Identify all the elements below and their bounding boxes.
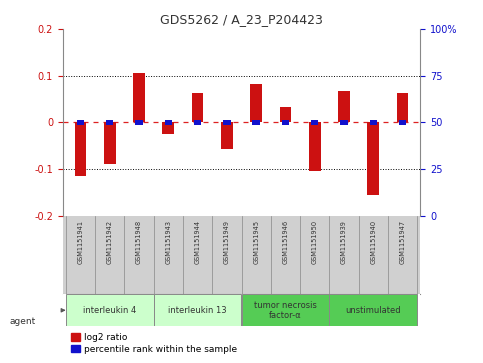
Text: GSM1151944: GSM1151944 xyxy=(195,220,200,264)
Text: GSM1151950: GSM1151950 xyxy=(312,220,318,264)
Title: GDS5262 / A_23_P204423: GDS5262 / A_23_P204423 xyxy=(160,13,323,26)
Bar xyxy=(77,119,84,125)
Bar xyxy=(311,119,318,125)
Text: GSM1151946: GSM1151946 xyxy=(283,220,288,264)
Bar xyxy=(135,119,142,125)
Text: GSM1151943: GSM1151943 xyxy=(165,220,171,264)
Bar xyxy=(250,83,262,122)
Bar xyxy=(165,119,172,125)
Bar xyxy=(223,119,230,125)
Bar xyxy=(282,119,289,125)
Bar xyxy=(369,119,377,125)
Text: interleukin 13: interleukin 13 xyxy=(168,306,227,315)
Bar xyxy=(280,107,291,122)
Bar xyxy=(106,119,114,125)
Bar xyxy=(397,93,409,122)
Bar xyxy=(242,294,329,326)
Text: GSM1151947: GSM1151947 xyxy=(399,220,406,264)
Bar xyxy=(104,122,115,164)
Bar xyxy=(221,122,233,150)
Bar xyxy=(66,294,154,326)
Bar xyxy=(162,122,174,134)
Text: GSM1151940: GSM1151940 xyxy=(370,220,376,264)
Bar xyxy=(338,91,350,122)
Bar xyxy=(399,119,406,125)
Text: GSM1151942: GSM1151942 xyxy=(107,220,113,264)
Text: agent: agent xyxy=(10,317,36,326)
Text: GSM1151948: GSM1151948 xyxy=(136,220,142,264)
Text: tumor necrosis
factor-α: tumor necrosis factor-α xyxy=(254,301,317,320)
Text: GSM1151949: GSM1151949 xyxy=(224,220,230,264)
Bar xyxy=(309,122,321,171)
Bar xyxy=(253,119,260,125)
Bar xyxy=(74,122,86,176)
Bar xyxy=(341,119,348,125)
Text: GSM1151945: GSM1151945 xyxy=(253,220,259,264)
Bar xyxy=(194,119,201,125)
Bar xyxy=(133,73,145,122)
Text: GSM1151939: GSM1151939 xyxy=(341,220,347,264)
Bar xyxy=(154,294,242,326)
Text: interleukin 4: interleukin 4 xyxy=(83,306,136,315)
Bar xyxy=(329,294,417,326)
Text: GSM1151941: GSM1151941 xyxy=(77,220,84,264)
Text: unstimulated: unstimulated xyxy=(345,306,401,315)
Legend: log2 ratio, percentile rank within the sample: log2 ratio, percentile rank within the s… xyxy=(67,329,240,357)
Bar xyxy=(368,122,379,195)
Bar xyxy=(192,93,203,122)
